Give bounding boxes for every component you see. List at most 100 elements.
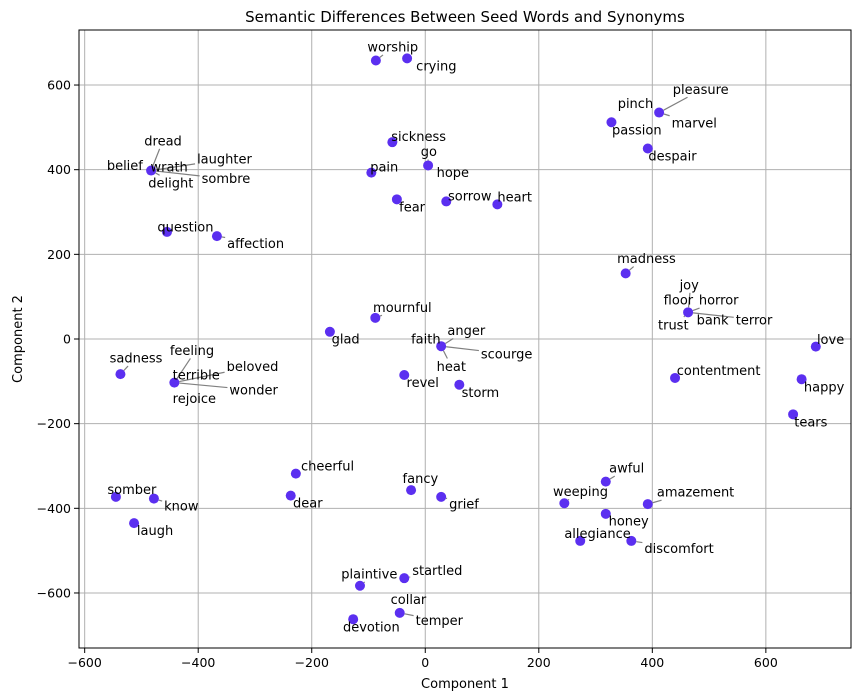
data-point — [370, 55, 381, 66]
point-label: anger — [447, 324, 485, 339]
data-point — [683, 307, 694, 318]
point-label: somber — [107, 483, 157, 498]
point-label: rejoice — [173, 392, 216, 407]
point-label: glad — [332, 333, 360, 348]
data-point — [441, 196, 452, 207]
point-label: know — [164, 500, 199, 515]
x-tick-label: 0 — [421, 655, 429, 670]
point-label: wonder — [229, 383, 278, 398]
leader-line — [652, 499, 662, 504]
data-point — [423, 160, 434, 171]
leader-line — [692, 307, 700, 312]
y-tick-label: −200 — [37, 416, 71, 431]
data-point — [354, 580, 365, 591]
y-axis-title: Component 2 — [11, 295, 26, 383]
data-point — [161, 226, 172, 237]
point-label: laugh — [137, 524, 173, 539]
point-label: pinch — [618, 97, 654, 112]
point-label: pain — [370, 161, 398, 176]
grid — [79, 30, 851, 648]
point-label: marvel — [672, 117, 717, 132]
point-label: belief — [107, 159, 143, 174]
point-label: pleasure — [673, 83, 729, 98]
x-tick-label: −600 — [68, 655, 102, 670]
data-point — [402, 53, 413, 64]
point-label: storm — [462, 386, 500, 401]
leader-line — [692, 312, 734, 318]
data-point — [285, 490, 296, 501]
leader-line — [179, 371, 225, 383]
data-point — [110, 491, 121, 502]
leader-line — [158, 499, 163, 502]
leader-line — [379, 314, 383, 317]
leader-line — [152, 148, 161, 167]
data-point — [575, 535, 586, 546]
point-label: go — [421, 145, 437, 160]
point-label: feeling — [170, 344, 214, 359]
point-label: bank — [697, 313, 729, 328]
data-point — [492, 199, 503, 210]
leader-line — [663, 96, 688, 111]
leader-line — [445, 338, 454, 345]
y-tick-label: 400 — [47, 162, 71, 177]
point-label: amazement — [657, 486, 734, 501]
data-point — [454, 379, 465, 390]
leader-line — [609, 475, 616, 480]
leader-line — [567, 498, 570, 501]
point-label: dear — [293, 496, 323, 511]
point-label: discomfort — [644, 542, 713, 557]
point-label: temper — [416, 614, 464, 629]
y-tick-label: 0 — [63, 332, 71, 347]
y-axis-ticks: −600 −400 −200 0 200 400 600 — [37, 78, 79, 600]
data-point — [399, 369, 410, 380]
point-label: sadness — [110, 352, 163, 367]
point-label: cheerful — [301, 459, 354, 474]
point-label: horror — [699, 294, 739, 309]
point-label: fear — [399, 200, 426, 215]
point-label: devotion — [343, 620, 400, 635]
point-label: question — [157, 220, 213, 235]
data-point — [620, 268, 631, 279]
data-point — [436, 491, 447, 502]
point-label: plaintive — [341, 567, 397, 582]
point-label: passion — [612, 123, 662, 138]
x-tick-label: 200 — [527, 655, 551, 670]
point-label: revel — [407, 376, 439, 391]
data-point — [115, 369, 126, 380]
chart-title: Semantic Differences Between Seed Words … — [245, 8, 685, 26]
data-points — [110, 53, 821, 625]
point-label: contentment — [677, 364, 761, 379]
leader-line — [155, 172, 160, 176]
data-point — [406, 485, 417, 496]
plot-frame — [78, 29, 852, 649]
point-label: madness — [617, 252, 676, 267]
data-point — [796, 374, 807, 385]
point-label: honey — [609, 515, 649, 530]
x-tick-label: −200 — [295, 655, 329, 670]
leader-line — [629, 266, 635, 271]
point-label: happy — [804, 380, 845, 395]
x-axis-ticks: −600 −400 −200 0 200 400 600 — [68, 648, 778, 670]
point-label: mournful — [373, 301, 432, 316]
leader-line — [687, 292, 691, 308]
data-point — [600, 508, 611, 519]
data-point — [788, 409, 799, 420]
leader-line — [155, 163, 196, 171]
point-label: love — [817, 333, 844, 348]
point-label: heart — [497, 191, 532, 206]
point-label: collar — [391, 593, 427, 608]
point-label: hope — [437, 166, 469, 181]
leader-line — [663, 113, 670, 117]
point-label: sombre — [202, 172, 251, 187]
data-point — [626, 535, 637, 546]
data-point — [600, 476, 611, 487]
x-axis-title: Component 1 — [421, 677, 509, 692]
point-label: wrath — [151, 161, 188, 176]
x-tick-label: 400 — [640, 655, 664, 670]
point-label: joy — [679, 278, 700, 293]
leader-line — [442, 350, 448, 359]
data-point — [348, 614, 359, 625]
point-label: sickness — [391, 130, 446, 145]
leader-line — [123, 365, 129, 371]
